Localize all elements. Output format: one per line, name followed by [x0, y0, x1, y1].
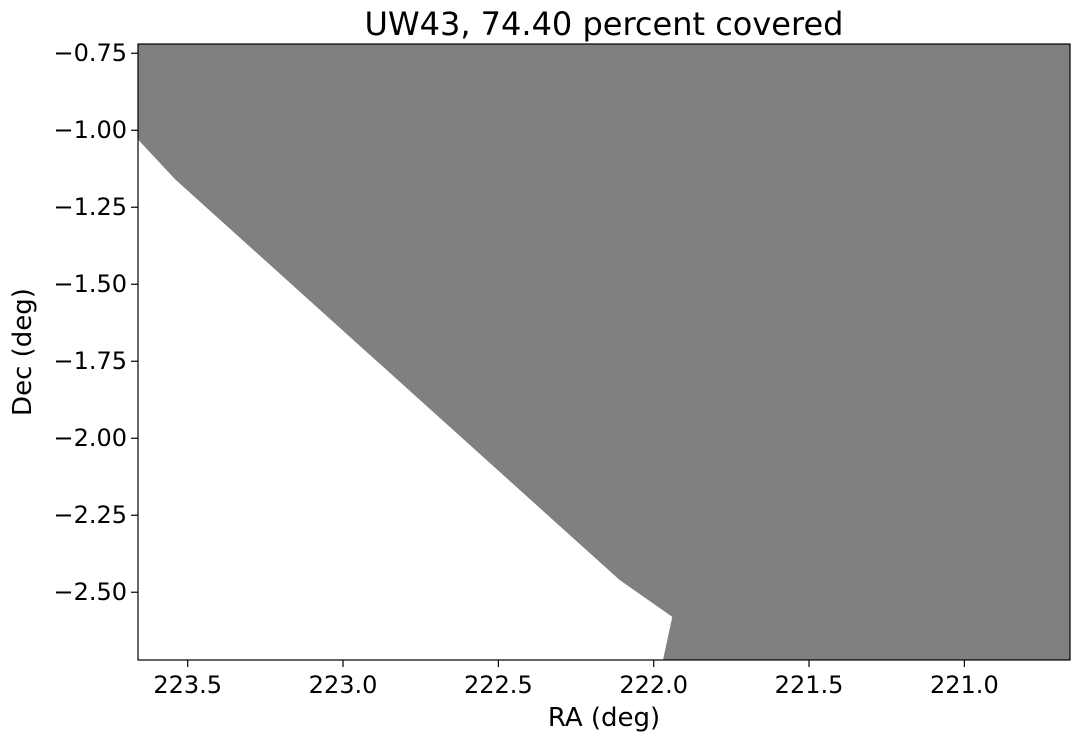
x-tick-label: 223.0 [309, 671, 378, 699]
y-tick-label: −1.00 [53, 116, 127, 144]
x-tick-label: 222.0 [619, 671, 688, 699]
x-axis: 223.5 223.0 222.5 222.0 221.5 221.0 [153, 660, 999, 699]
y-tick-label: −2.25 [53, 501, 127, 529]
y-axis-label: Dec (deg) [8, 288, 38, 416]
plot-frame [137, 43, 1071, 661]
y-axis: −0.75 −1.00 −1.25 −1.50 −1.75 −2.00 −2.25 −2.50 [53, 39, 138, 606]
x-tick-label: 223.5 [153, 671, 222, 699]
y-tick-label: −2.00 [53, 424, 127, 452]
y-tick-label: −1.75 [53, 347, 127, 375]
y-tick-label: −1.50 [53, 270, 127, 298]
y-tick-label: −2.50 [53, 578, 127, 606]
y-tick-label: −1.25 [53, 193, 127, 221]
chart-title: UW43, 74.40 percent covered [365, 5, 844, 43]
x-tick-label: 221.0 [930, 671, 999, 699]
x-tick-label: 222.5 [464, 671, 533, 699]
x-tick-label: 221.5 [775, 671, 844, 699]
y-tick-label: −0.75 [53, 39, 127, 67]
x-axis-label: RA (deg) [548, 703, 660, 733]
covered-region-fill [138, 44, 1070, 660]
plot-area [137, 43, 1071, 661]
